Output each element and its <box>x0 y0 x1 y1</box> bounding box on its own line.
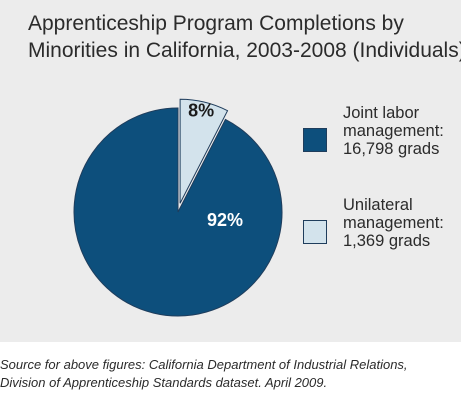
pie-slice-unilateral <box>179 98 229 204</box>
legend-swatch-unilateral <box>303 220 327 244</box>
chart-title-line-2: Minorities in California, 2003-2008 (Ind… <box>28 39 461 62</box>
source-line-2: Division of Apprenticeship Standards dat… <box>0 375 328 390</box>
legend-joint-line-2: management: <box>343 122 444 140</box>
legend-unilateral-line-3: 1,369 grads <box>343 232 431 250</box>
chart-title: Apprenticeship Program Completions by Mi… <box>28 10 461 64</box>
legend-label-joint-labor: Joint labor management: 16,798 grads <box>343 104 444 158</box>
legend-item-joint-labor: Joint labor management: 16,798 grads <box>303 104 444 158</box>
chart-title-line-1: Apprenticeship Program Completions by <box>28 12 404 35</box>
source-line-1: Source for above figures: California Dep… <box>0 357 408 372</box>
legend-unilateral-line-2: management: <box>343 214 444 232</box>
legend-joint-line-1: Joint labor <box>343 104 420 122</box>
pie-chart: 92% 8% <box>73 98 283 317</box>
source-note: Source for above figures: California Dep… <box>0 356 461 392</box>
legend-item-unilateral: Unilateral management: 1,369 grads <box>303 196 444 250</box>
slice-label-joint-labor: 92% <box>207 210 243 230</box>
legend-label-unilateral: Unilateral management: 1,369 grads <box>343 196 444 250</box>
legend-joint-line-3: 16,798 grads <box>343 140 440 158</box>
pie-slice-joint-labor <box>73 107 283 317</box>
legend-swatch-joint-labor <box>303 128 327 152</box>
slice-label-unilateral: 8% <box>188 100 214 120</box>
legend-unilateral-line-1: Unilateral <box>343 196 413 214</box>
